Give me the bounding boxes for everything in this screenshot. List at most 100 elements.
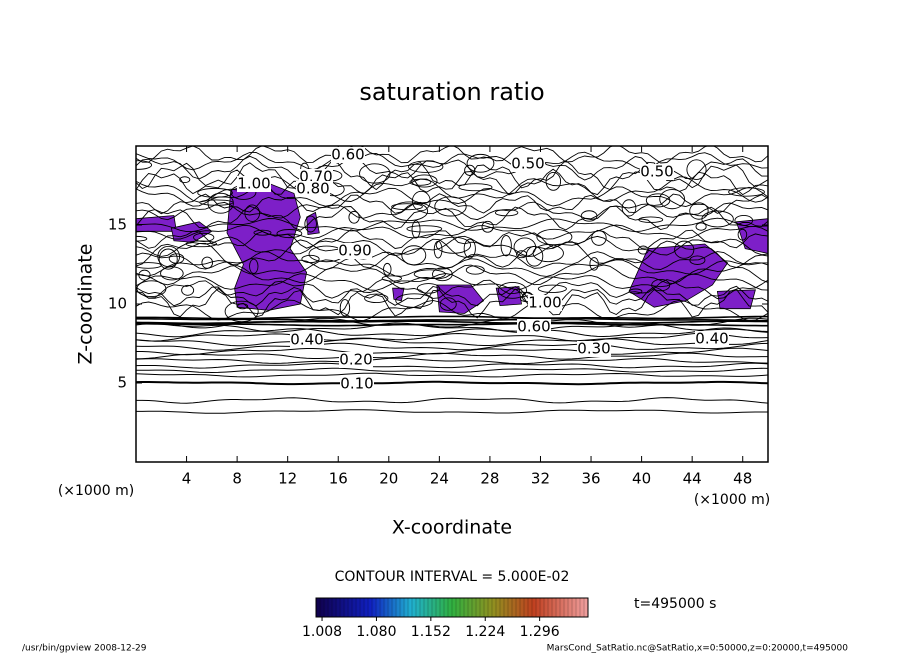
contour-loop <box>339 299 351 317</box>
filled-regions <box>136 180 768 314</box>
contour-loop <box>637 245 649 255</box>
contour-label: 0.40 <box>290 331 323 349</box>
contour-loop <box>500 235 512 257</box>
x-tick-label: 36 <box>581 470 600 488</box>
colorbar-tick-label: 1.296 <box>520 624 560 640</box>
y-tick-label: 15 <box>108 216 127 234</box>
contour-label-bg <box>528 295 562 311</box>
contour-label: 1.00 <box>528 294 561 312</box>
contour-loop <box>304 215 317 233</box>
contour-line <box>136 151 768 171</box>
x-tick-label: 20 <box>379 470 398 488</box>
x-tick-label: 12 <box>278 470 297 488</box>
x-tick-label: 48 <box>733 470 752 488</box>
contour-loop <box>686 159 707 180</box>
contour-label: 1.00 <box>237 175 270 193</box>
contour-loop <box>737 228 748 241</box>
filled-region <box>226 180 308 311</box>
contour-loop <box>434 196 467 217</box>
contour-loop <box>406 225 443 233</box>
contour-loop <box>408 160 444 173</box>
contour-label: 0.90 <box>338 242 371 260</box>
contour-loop <box>537 284 567 293</box>
contour-label-bg <box>340 376 374 392</box>
contour-line <box>136 186 768 207</box>
filled-region <box>392 287 405 302</box>
contour-loop <box>591 230 607 246</box>
contour-loop <box>545 171 562 191</box>
footer-left: /usr/bin/gpview 2008-12-29 <box>22 644 147 654</box>
contour-loop <box>276 229 303 239</box>
footer-right: MarsCond_SatRatio.nc@SatRatio,x=0:50000,… <box>547 644 849 654</box>
contour-loop <box>244 204 260 222</box>
contour-loop <box>138 269 151 281</box>
contour-loop <box>395 293 434 308</box>
contour-loop <box>481 220 494 233</box>
contour-label-bg <box>517 319 551 335</box>
chart-title: saturation ratio <box>359 78 544 106</box>
contour-label-bg <box>338 243 372 259</box>
contour-line <box>136 224 768 240</box>
contour-label-bg <box>640 164 674 180</box>
contour-loop <box>432 267 453 282</box>
contour-line <box>136 337 768 347</box>
contour-loop <box>728 187 765 197</box>
contour-loop <box>390 201 429 221</box>
x-tick-label: 16 <box>329 470 348 488</box>
contour-loop <box>536 228 573 246</box>
contour-loop <box>193 232 215 242</box>
contour-loop <box>463 238 476 259</box>
contour-line <box>136 362 768 369</box>
contour-loop <box>734 214 754 226</box>
x-tick-label: 24 <box>430 470 449 488</box>
contour-label-bg <box>339 352 373 368</box>
contour-label: 0.40 <box>695 330 728 348</box>
contour-label: 0.60 <box>331 146 364 164</box>
contour-loop <box>494 209 519 217</box>
contour-loop <box>136 280 167 298</box>
contour-loop <box>348 210 360 224</box>
contour-loop <box>413 269 446 280</box>
contour-line <box>136 229 768 249</box>
contour-loop <box>689 255 706 265</box>
contour-line <box>136 372 768 378</box>
contour-line <box>136 342 768 351</box>
contour-label: 0.50 <box>511 155 544 173</box>
contour-loop <box>381 275 403 282</box>
contour-label-bg <box>695 331 729 347</box>
contour-label-bg <box>331 147 365 163</box>
contour-label: 0.50 <box>640 163 673 181</box>
x-tick-label: 44 <box>683 470 702 488</box>
contour-loop <box>465 265 485 275</box>
contour-line <box>136 409 768 414</box>
contour-loop <box>638 216 664 223</box>
contour-loop <box>224 300 259 323</box>
contour-line <box>136 380 768 386</box>
contour-loop <box>391 203 423 211</box>
contour-loop <box>695 222 707 231</box>
contour-line <box>136 217 768 233</box>
contour-loop <box>651 279 671 292</box>
contour-loop <box>416 283 441 294</box>
contour-loop <box>136 262 162 269</box>
filled-region <box>436 284 485 314</box>
contour-loop <box>497 281 528 299</box>
contour-line <box>136 327 768 338</box>
contour-loop <box>589 257 599 271</box>
contour-line <box>136 322 768 327</box>
contour-loop <box>207 192 234 214</box>
contour-loop <box>689 202 709 220</box>
x-tick-label: 4 <box>182 470 192 488</box>
contour-line <box>136 146 768 164</box>
contour-loop <box>401 245 427 266</box>
contour-label-bg <box>296 181 330 197</box>
x-tick-label: 28 <box>480 470 499 488</box>
y-axis-label: Z-coordinate <box>75 244 97 365</box>
contour-loop <box>580 210 598 222</box>
contour-loop <box>364 293 389 304</box>
contour-label-bg <box>577 341 611 357</box>
colorbar-tick-label: 1.152 <box>411 624 451 640</box>
contour-line <box>136 168 768 196</box>
contour-loop <box>197 187 233 198</box>
contour-line <box>136 238 768 269</box>
